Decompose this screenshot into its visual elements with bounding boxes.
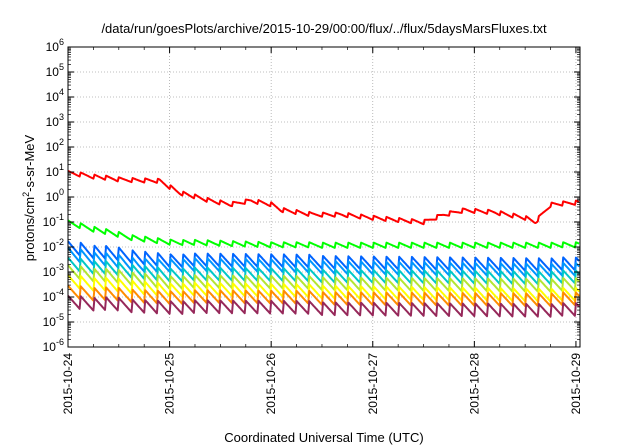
y-tick-label-exp: -1 [56,212,64,222]
y-tick-label-base: 10 [43,315,57,329]
series-lines [67,169,580,318]
y-axis-label-base: protons/cm [22,197,37,261]
x-tick-label: 2015-10-25 [163,353,177,415]
chart-title: /data/run/goesPlots/archive/2015-10-29/0… [101,21,547,36]
x-tick-label: 2015-10-24 [61,353,75,415]
y-tick-label: 10-3 [43,262,64,279]
y-tick-label: 102 [46,137,64,154]
y-tick-label: 104 [46,87,64,104]
y-tick-label-exp: -4 [56,287,64,297]
y-tick-label-base: 10 [46,115,60,129]
y-tick-label-exp: 6 [59,37,64,47]
y-tick-label-exp: -6 [56,337,64,347]
y-tick-label-exp: -2 [56,237,64,247]
x-tick-label: 2015-10-26 [264,353,278,415]
y-tick-label-base: 10 [43,290,57,304]
series-line [67,240,580,272]
y-tick-label: 106 [46,37,64,54]
y-tick-label-base: 10 [46,65,60,79]
y-tick-label-exp: 2 [59,137,64,147]
x-tick-labels: 2015-10-24 2015-10-25 2015-10-26 2015-10-27… [61,353,583,415]
y-tick-label-base: 10 [46,190,60,204]
axis-ticks [67,46,580,348]
y-tick-label-base: 10 [46,140,60,154]
series-line [67,285,580,308]
y-tick-label: 10-5 [43,312,64,329]
y-tick-label: 10-2 [43,237,64,254]
y-tick-label-base: 10 [43,215,57,229]
y-tick-label: 100 [46,187,64,204]
series-line [67,264,580,293]
y-tick-label-exp: 4 [59,87,64,97]
y-tick-label: 10-1 [43,212,64,229]
y-tick-label-base: 10 [46,90,60,104]
y-tick-label: 103 [46,112,64,129]
y-axis-label-sup: 2 [21,192,31,197]
y-tick-label-exp: -3 [56,262,64,272]
y-tick-label-base: 10 [43,265,57,279]
y-tick-labels: 10-610-510-410-310-210-11001011021031041… [43,37,64,354]
x-tick-label: 2015-10-27 [366,353,380,415]
series-line [67,219,580,249]
series-line [67,256,580,286]
y-tick-label: 10-6 [43,337,64,354]
y-tick-label-exp: 5 [59,62,64,72]
x-tick-label: 2015-10-29 [569,353,583,415]
y-tick-label-base: 10 [43,240,57,254]
y-tick-label: 101 [46,162,64,179]
series-line [67,274,580,303]
y-tick-label-exp: 0 [59,187,64,197]
series-line [67,295,580,318]
y-axis-label-rest: -s-sr-MeV [22,134,37,191]
y-tick-label-exp: -5 [56,312,64,322]
series-line [67,169,580,226]
y-tick-label: 10-4 [43,287,64,304]
x-tick-label: 2015-10-28 [467,353,481,415]
y-tick-label: 105 [46,62,64,79]
y-tick-label-base: 10 [46,40,60,54]
series-line [67,247,580,278]
y-tick-label-exp: 3 [59,112,64,122]
x-axis-label: Coordinated Universal Time (UTC) [224,430,423,445]
y-tick-label-exp: 1 [59,162,64,172]
y-axis-label: protons/cm2-s-sr-MeV [21,134,37,261]
y-tick-label-base: 10 [46,165,60,179]
y-tick-label-base: 10 [43,340,57,354]
